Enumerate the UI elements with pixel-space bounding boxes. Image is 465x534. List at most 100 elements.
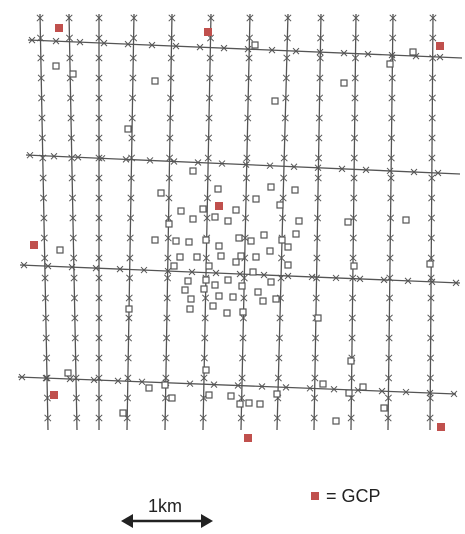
legend-gcp-square-icon <box>311 492 319 500</box>
image-center-cross-icon <box>201 334 209 342</box>
image-center-cross-icon <box>351 54 360 62</box>
image-center-cross-icon <box>428 114 436 122</box>
image-center-cross-icon <box>114 377 122 385</box>
image-center-cross-icon <box>427 214 436 222</box>
tie-point-square-icon <box>56 246 64 254</box>
flight-line-vertical <box>202 13 212 431</box>
image-center-cross-icon <box>162 334 171 342</box>
image-center-cross-icon <box>72 354 80 362</box>
image-center-cross-icon <box>434 169 442 177</box>
image-center-cross-icon <box>315 114 323 122</box>
tie-point-square-icon <box>199 205 207 213</box>
image-center-cross-icon <box>52 37 60 45</box>
image-center-cross-icon <box>68 194 77 202</box>
image-center-cross-icon <box>95 294 103 302</box>
image-centers-group <box>18 14 460 422</box>
image-center-cross-icon <box>166 114 174 122</box>
image-center-cross-icon <box>95 214 103 222</box>
image-center-cross-icon <box>40 234 48 242</box>
image-center-cross-icon <box>124 40 132 48</box>
gcp-square-icon <box>244 434 252 442</box>
image-center-cross-icon <box>351 74 359 82</box>
image-center-cross-icon <box>123 394 132 402</box>
tie-point-square-icon <box>151 236 159 244</box>
tie-point-square-icon <box>193 253 201 261</box>
image-center-cross-icon <box>386 274 394 282</box>
legend: = GCP <box>311 486 381 506</box>
image-center-cross-icon <box>127 194 135 202</box>
image-center-cross-icon <box>43 354 51 362</box>
image-center-cross-icon <box>95 134 103 142</box>
image-center-cross-icon <box>186 380 194 388</box>
image-center-cross-icon <box>290 163 298 171</box>
tie-point-square-icon <box>232 206 240 214</box>
image-center-cross-icon <box>386 214 395 222</box>
image-center-cross-icon <box>244 114 252 122</box>
image-center-cross-icon <box>42 334 50 342</box>
tie-point-square-icon <box>214 185 222 193</box>
flight-line-horizontal <box>27 39 463 59</box>
image-center-cross-icon <box>314 194 322 202</box>
image-center-cross-icon <box>164 234 172 242</box>
tie-point-square-icon <box>359 383 367 391</box>
image-center-cross-icon <box>41 274 49 282</box>
gcp-square-icon <box>30 241 38 249</box>
image-center-cross-icon <box>273 414 281 422</box>
image-center-cross-icon <box>95 394 103 402</box>
image-center-cross-icon <box>311 374 319 382</box>
tie-point-square-icon <box>235 234 243 242</box>
tie-point-square-icon <box>124 125 132 133</box>
image-center-cross-icon <box>349 274 357 282</box>
tie-point-square-icon <box>205 262 213 270</box>
image-center-cross-icon <box>260 271 268 279</box>
image-center-cross-icon <box>201 314 209 322</box>
image-center-cross-icon <box>165 174 173 182</box>
image-center-cross-icon <box>385 354 393 362</box>
image-center-cross-icon <box>378 387 386 395</box>
tie-point-square-icon <box>125 305 133 313</box>
image-center-cross-icon <box>38 114 46 122</box>
image-center-cross-icon <box>436 53 444 61</box>
image-center-cross-icon <box>95 194 103 202</box>
image-center-cross-icon <box>130 34 138 42</box>
image-center-cross-icon <box>41 254 49 262</box>
image-center-cross-icon <box>349 234 357 242</box>
tie-point-square-icon <box>64 369 72 377</box>
image-center-cross-icon <box>203 214 211 222</box>
image-center-cross-icon <box>314 174 322 182</box>
tie-point-square-icon <box>249 268 257 276</box>
tie-point-square-icon <box>177 207 185 215</box>
image-center-cross-icon <box>125 314 133 322</box>
tie-point-square-icon <box>157 189 165 197</box>
flight-line-vertical <box>429 13 434 431</box>
image-center-cross-icon <box>246 14 254 22</box>
tie-point-square-icon <box>172 237 180 245</box>
image-center-cross-icon <box>95 234 103 242</box>
image-center-cross-icon <box>380 276 388 284</box>
image-center-cross-icon <box>242 174 251 182</box>
tie-point-square-icon <box>215 242 223 250</box>
image-center-cross-icon <box>313 274 321 282</box>
image-center-cross-icon <box>100 39 108 47</box>
tie-point-square-icon <box>252 195 260 203</box>
image-center-cross-icon <box>428 278 436 286</box>
flight-line-vertical <box>126 13 135 431</box>
image-center-cross-icon <box>402 388 410 396</box>
image-center-cross-icon <box>283 34 291 42</box>
scale-bar-right-arrow-icon <box>201 514 213 528</box>
gcp-square-icon <box>50 391 58 399</box>
image-center-cross-icon <box>388 94 396 102</box>
image-center-cross-icon <box>124 354 132 362</box>
tie-point-square-icon <box>223 309 231 317</box>
image-center-cross-icon <box>452 279 460 287</box>
image-center-cross-icon <box>237 414 245 422</box>
image-center-cross-icon <box>140 266 148 274</box>
image-center-cross-icon <box>68 154 76 162</box>
image-center-cross-icon <box>129 74 137 82</box>
image-center-cross-icon <box>206 74 214 82</box>
flight-line-vertical <box>387 13 394 431</box>
tie-point-square-icon <box>224 276 232 284</box>
image-center-cross-icon <box>116 265 124 273</box>
tie-point-square-icon <box>238 282 246 290</box>
